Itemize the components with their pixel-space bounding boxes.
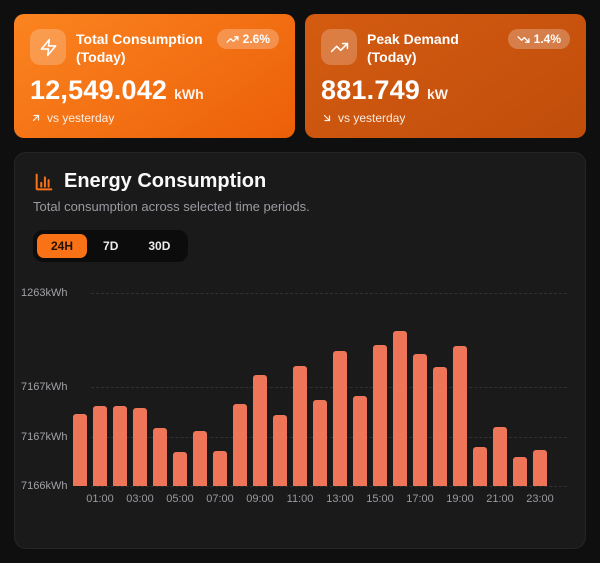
y-gridline [91, 293, 567, 294]
trending-up-icon [321, 29, 357, 65]
stat-title: Peak Demand (Today) [367, 31, 459, 65]
bar-06:00[interactable] [193, 431, 207, 486]
y-gridline [91, 436, 567, 438]
bar-08:00[interactable] [233, 403, 247, 486]
energy-consumption-card: Energy Consumption Total consumption acr… [14, 152, 586, 549]
stat-value-row: 881.749 kW [321, 75, 570, 106]
tab-24h[interactable]: 24H [37, 234, 88, 258]
stat-value-row: 12,549.042 kWh [30, 75, 279, 106]
peak-demand-card: Peak Demand (Today) 1.4% 881.749 kW vs y… [305, 14, 586, 138]
time-range-tabs: 24H 7D 30D [33, 230, 189, 262]
y-gridline [91, 486, 567, 487]
bar-19:00[interactable] [453, 346, 467, 486]
stat-unit: kWh [174, 86, 204, 102]
trending-up-icon [226, 35, 239, 43]
zap-icon [30, 29, 66, 65]
trending-down-icon [517, 35, 530, 43]
stat-unit: kW [427, 86, 448, 102]
stat-value: 12,549.042 [30, 75, 168, 105]
stat-card-header: Total Consumption (Today) 2.6% [30, 29, 279, 66]
badge-value: 2.6% [242, 32, 270, 46]
x-axis-tick-label: 15:00 [366, 493, 394, 505]
x-axis-tick-label: 11:00 [286, 493, 314, 505]
bar-21:00[interactable] [493, 426, 507, 486]
stat-card-header: Peak Demand (Today) 1.4% [321, 29, 570, 66]
bar-11:00[interactable] [293, 365, 307, 486]
bar-09:00[interactable] [253, 375, 267, 486]
bar-00:00[interactable] [73, 414, 87, 486]
stat-value: 881.749 [321, 75, 420, 105]
bar-03:00[interactable] [133, 408, 147, 486]
bar-01:00[interactable] [93, 405, 107, 486]
tab-7d[interactable]: 7D [89, 234, 132, 258]
stats-row: Total Consumption (Today) 2.6% 12,549.04… [14, 14, 586, 138]
stat-footer-label: vs yesterday [338, 111, 406, 125]
bar-02:00[interactable] [113, 405, 127, 486]
y-axis-tick-label: 7167kWh [21, 430, 68, 443]
trend-badge: 2.6% [216, 29, 279, 49]
y-axis-tick-label: 1263kWh [21, 287, 68, 299]
x-axis-tick-label: 17:00 [406, 493, 434, 505]
arrow-up-right-icon [32, 114, 40, 122]
x-axis-tick-label: 19:00 [446, 493, 474, 505]
chart-subtitle: Total consumption across selected time p… [33, 199, 310, 214]
y-gridline [91, 386, 567, 388]
total-consumption-card: Total Consumption (Today) 2.6% 12,549.04… [14, 14, 295, 138]
chart-title: Energy Consumption [64, 170, 267, 192]
x-axis-tick-label: 05:00 [166, 493, 194, 505]
bar-20:00[interactable] [473, 447, 487, 486]
bar-07:00[interactable] [213, 451, 227, 486]
bar-17:00[interactable] [413, 354, 427, 486]
bar-04:00[interactable] [153, 427, 167, 486]
bar-10:00[interactable] [273, 414, 287, 486]
bar-15:00[interactable] [373, 344, 387, 486]
bar-14:00[interactable] [353, 396, 367, 486]
bar-chart-icon [35, 173, 53, 190]
bar-22:00[interactable] [513, 457, 527, 486]
x-axis-tick-label: 03:00 [126, 493, 154, 505]
chart-header: Energy Consumption [33, 170, 567, 193]
x-axis-tick-label: 13:00 [326, 493, 354, 505]
badge-value: 1.4% [533, 32, 561, 46]
stat-footer-label: vs yesterday [47, 111, 115, 125]
stat-footer: vs yesterday [321, 111, 570, 125]
tab-30d[interactable]: 30D [134, 234, 184, 258]
x-axis-tick-label: 09:00 [246, 493, 274, 505]
x-axis-tick-label: 07:00 [206, 493, 234, 505]
y-axis-tick-label: 7167kWh [21, 380, 68, 393]
stat-title: Total Consumption (Today) [76, 31, 203, 65]
y-axis-tick-label: 7166kWh [21, 480, 68, 492]
bar-12:00[interactable] [313, 399, 327, 486]
bar-13:00[interactable] [333, 351, 347, 486]
bar-chart: 1263kWh 7167kWh 7167kWh 7166kWh 01:00 03:00 05… [21, 287, 567, 505]
x-axis-tick-label: 23:00 [526, 493, 554, 505]
bar-16:00[interactable] [393, 331, 407, 486]
trend-badge: 1.4% [507, 29, 570, 49]
stat-footer: vs yesterday [30, 111, 279, 125]
bar-05:00[interactable] [173, 452, 187, 486]
x-axis-tick-label: 21:00 [486, 493, 514, 505]
arrow-down-right-icon [323, 114, 331, 122]
bar-23:00[interactable] [533, 449, 547, 486]
x-axis-tick-label: 01:00 [86, 493, 114, 505]
bar-18:00[interactable] [433, 366, 447, 486]
